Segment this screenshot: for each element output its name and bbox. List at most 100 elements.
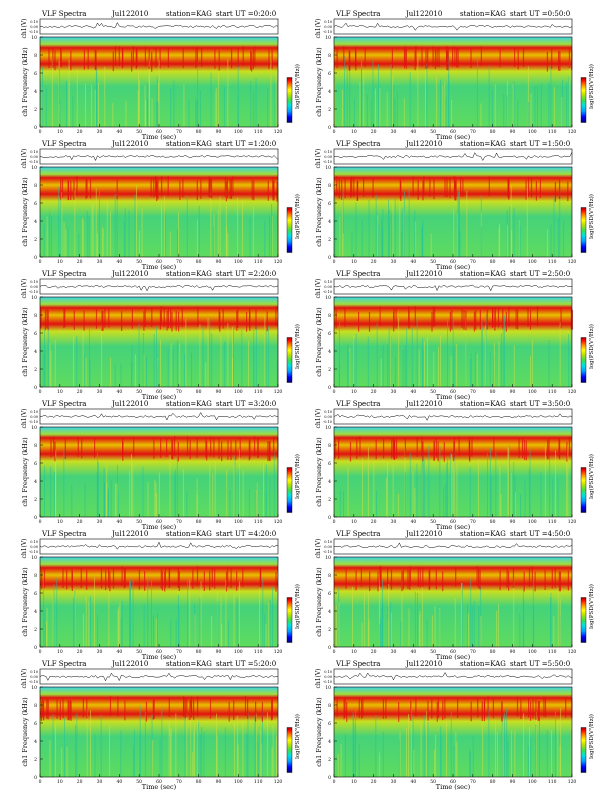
- spectrogram-streak: [344, 734, 346, 777]
- x-tick-label: 100: [528, 649, 537, 655]
- spectrogram-streak: [207, 318, 209, 387]
- panel-date: Jul122010: [111, 270, 148, 278]
- spectrogram-burst: [363, 177, 365, 197]
- x-tick-label: 110: [254, 389, 263, 395]
- waveform-frame: [333, 408, 573, 425]
- spectrogram-ylabel: ch1 Frequency (kHz): [315, 697, 323, 767]
- spectrogram-streak: [566, 82, 568, 127]
- y-tick-label: 10: [325, 425, 331, 431]
- spectrogram-streak: [517, 100, 519, 127]
- spectrogram-streak: [456, 343, 458, 387]
- spectrogram-burst: [229, 178, 231, 199]
- spectrogram-streak: [453, 347, 455, 387]
- spectrogram-streak: [44, 465, 45, 517]
- spectrogram-streak: [387, 344, 388, 387]
- spectrogram-streak: [265, 330, 267, 387]
- x-tick-label: 100: [528, 779, 537, 785]
- spectrogram-streak: [156, 358, 158, 387]
- spectrogram-streak: [75, 725, 76, 777]
- panel-station: station=KAG: [166, 10, 212, 18]
- spectrogram-streak: [262, 710, 263, 777]
- y-tick-label: 0: [328, 775, 331, 781]
- spectrogram-burst: [275, 571, 277, 592]
- spectrogram-streak: [256, 490, 257, 517]
- waveform-ylabel: ch1(V): [315, 668, 322, 688]
- spectrogram-burst: [122, 47, 124, 68]
- x-tick-label: 90: [216, 519, 222, 525]
- spectrogram-burst: [506, 567, 508, 588]
- spectrogram-burst: [81, 438, 83, 459]
- spectrogram-streak: [513, 207, 515, 257]
- spectrogram-streak: [555, 450, 556, 517]
- x-tick-label: 10: [57, 779, 63, 785]
- spectrogram-streak: [501, 715, 503, 777]
- spectrogram-burst: [391, 438, 393, 459]
- spectrogram-burst: [453, 441, 455, 462]
- spectrogram-streak: [49, 740, 51, 777]
- spectrogram-burst: [419, 567, 421, 588]
- spectrogram-burst: [145, 701, 148, 722]
- y-tick-label: 2: [34, 497, 37, 503]
- spectrogram-image: [334, 687, 572, 777]
- spectrogram-streak: [161, 202, 162, 257]
- spectrogram-streak: [466, 190, 468, 257]
- spectrogram-streak: [214, 460, 216, 517]
- spectrogram-burst: [167, 176, 169, 196]
- spectrogram-streak: [63, 448, 65, 517]
- y-tick-label: 6: [34, 331, 37, 337]
- spectrogram-streak: [268, 602, 270, 647]
- spectrogram-streak: [387, 462, 388, 517]
- spectrogram-streak: [220, 335, 222, 387]
- spectrogram-burst: [193, 699, 195, 720]
- spectrogram-streak: [52, 590, 54, 647]
- spectrogram-streak: [445, 97, 447, 127]
- waveform-tick-label: -0.10: [29, 550, 38, 554]
- spectrogram-burst: [85, 179, 87, 200]
- spectrogram-burst: [236, 311, 238, 331]
- spectrogram-streak: [139, 705, 141, 777]
- spectrogram-streak: [424, 341, 425, 387]
- spectrogram-streak: [151, 98, 153, 127]
- waveform-tick-label: 0.00: [324, 25, 332, 29]
- spectrogram-streak: [370, 99, 372, 127]
- spectrogram-streak: [529, 727, 530, 777]
- spectrogram-streak: [132, 462, 134, 517]
- spectrogram-streak: [239, 581, 240, 647]
- spectrogram-streak: [557, 719, 559, 777]
- spectrogram-streak: [91, 204, 93, 257]
- waveform-tick-label: 0.00: [324, 415, 332, 419]
- spectrogram-burst: [477, 697, 479, 718]
- spectrogram-burst: [259, 567, 261, 587]
- spectrogram-burst: [257, 438, 259, 458]
- spectrogram-streak: [256, 483, 258, 517]
- y-tick-label: 4: [328, 349, 331, 355]
- spectrogram-burst: [497, 307, 500, 328]
- waveform-tick-label: 0.00: [30, 545, 38, 549]
- y-tick-label: 10: [31, 295, 37, 301]
- spectrogram-streak: [51, 58, 53, 127]
- spectrogram-streak: [439, 608, 441, 647]
- spectrogram-streak: [196, 494, 198, 517]
- spectrogram-burst: [231, 48, 233, 69]
- waveform-tick-label: 0.10: [324, 410, 332, 414]
- spectrogram-burst: [271, 49, 273, 70]
- x-tick-label: 50: [136, 389, 142, 395]
- spectrogram-burst: [46, 308, 48, 329]
- spectrogram-streak: [512, 83, 514, 127]
- spectrogram-burst: [246, 311, 248, 332]
- spectrogram-streak: [257, 741, 259, 777]
- spectrogram-burst: [168, 697, 170, 717]
- spectrogram-burst: [422, 441, 424, 462]
- spectrogram-streak: [138, 70, 139, 127]
- spectrogram-streak: [379, 623, 381, 647]
- spectrogram-streak: [451, 99, 453, 127]
- spectrogram-streak: [146, 356, 147, 387]
- waveform-trace: [333, 22, 573, 31]
- spectra-panel: VLF Spectra Jul122010 station=KAG start UT …: [21, 660, 301, 791]
- spectrogram-streak: [484, 325, 486, 387]
- spectrogram-streak: [534, 86, 536, 127]
- spectrogram-streak: [108, 488, 109, 517]
- spectrogram-burst: [69, 699, 71, 720]
- waveform-ylabel: ch1(V): [315, 408, 322, 428]
- x-tick-label: 10: [351, 519, 357, 525]
